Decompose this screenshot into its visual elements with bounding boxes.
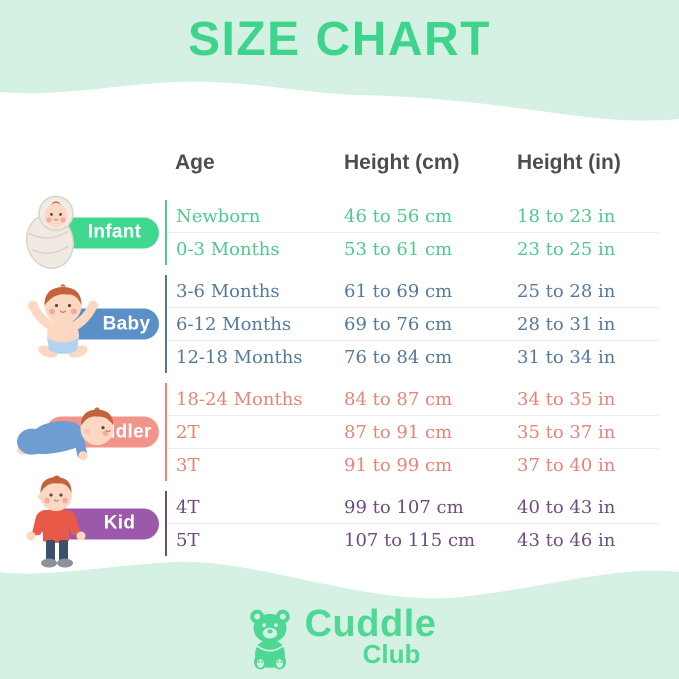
age-cell: 6-12 Months xyxy=(176,313,292,335)
height-in-cell: 40 to 43 in xyxy=(517,496,616,518)
group-toddler-label-area: Toddler xyxy=(0,383,165,481)
height-cm-cell: 91 to 99 cm xyxy=(344,454,453,476)
brand-name-main: Cuddle xyxy=(304,603,437,645)
height-cm-cell: 107 to 115 cm xyxy=(344,529,476,551)
table-row: 6-12 Months 69 to 76 cm 28 to 31 in xyxy=(167,307,659,340)
brand-logo: Cuddle Club xyxy=(0,605,679,671)
standing-kid-icon xyxy=(26,475,86,568)
table-row: 5T 107 to 115 cm 43 to 46 in xyxy=(167,523,659,556)
height-in-cell: 25 to 28 in xyxy=(517,280,616,302)
group-label-infant: Infant xyxy=(87,221,142,243)
group-kid-label-area: Kid xyxy=(0,475,165,568)
toddler-rows: 18-24 Months 84 to 87 cm 34 to 35 in 2T … xyxy=(165,383,659,481)
height-cm-cell: 84 to 87 cm xyxy=(344,388,453,410)
bottom-wave-decoration xyxy=(0,561,679,679)
column-header-height-cm: Height (cm) xyxy=(344,151,460,174)
brand-name: Cuddle Club xyxy=(305,605,437,667)
age-cell: 12-18 Months xyxy=(176,346,303,368)
size-group-toddler: Toddler xyxy=(0,383,679,481)
sitting-baby-icon xyxy=(28,284,98,358)
height-in-cell: 31 to 34 in xyxy=(517,346,616,368)
age-cell: 3-6 Months xyxy=(176,280,280,302)
age-cell: Newborn xyxy=(176,205,261,227)
height-in-cell: 34 to 35 in xyxy=(517,388,616,410)
age-cell: 5T xyxy=(176,529,200,551)
baby-rows: 3-6 Months 61 to 69 cm 25 to 28 in 6-12 … xyxy=(165,275,659,373)
crawling-toddler-icon xyxy=(17,407,114,461)
table-body: Infant xyxy=(0,195,679,568)
height-cm-cell: 46 to 56 cm xyxy=(344,205,453,227)
table-row: 18-24 Months 84 to 87 cm 34 to 35 in xyxy=(167,383,659,415)
table-row: 2T 87 to 91 cm 35 to 37 in xyxy=(167,415,659,448)
height-in-cell: 43 to 46 in xyxy=(517,529,616,551)
group-infant-label-area: Infant xyxy=(0,195,165,269)
height-in-cell: 18 to 23 in xyxy=(517,205,616,227)
height-in-cell: 23 to 25 in xyxy=(517,238,616,260)
age-cell: 4T xyxy=(176,496,200,518)
height-cm-cell: 99 to 107 cm xyxy=(344,496,464,518)
height-cm-cell: 76 to 84 cm xyxy=(344,346,453,368)
table-row: 3T 91 to 99 cm 37 to 40 in xyxy=(167,448,659,481)
height-cm-cell: 61 to 69 cm xyxy=(344,280,453,302)
size-group-kid: Kid xyxy=(0,475,679,568)
brand-name-sub: Club xyxy=(362,639,421,669)
height-in-cell: 37 to 40 in xyxy=(517,454,616,476)
kid-rows: 4T 99 to 107 cm 40 to 43 in 5T 107 to 11… xyxy=(165,491,659,556)
table-row: 0-3 Months 53 to 61 cm 23 to 25 in xyxy=(167,232,659,265)
height-in-cell: 35 to 37 in xyxy=(517,421,616,443)
group-label-kid: Kid xyxy=(103,512,136,534)
table-header-row: Age Height (cm) Height (in) xyxy=(175,150,679,176)
table-row: 12-18 Months 76 to 84 cm 31 to 34 in xyxy=(167,340,659,373)
top-wave-decoration xyxy=(0,0,679,121)
column-header-height-in: Height (in) xyxy=(517,151,621,174)
age-cell: 3T xyxy=(176,454,200,476)
age-cell: 2T xyxy=(176,421,200,443)
column-header-age: Age xyxy=(175,151,215,174)
table-row: 3-6 Months 61 to 69 cm 25 to 28 in xyxy=(167,275,659,307)
page-title: SIZE CHART xyxy=(188,13,491,66)
age-cell: 18-24 Months xyxy=(176,388,303,410)
teddy-bear-icon xyxy=(249,609,290,670)
height-cm-cell: 87 to 91 cm xyxy=(344,421,453,443)
height-in-cell: 28 to 31 in xyxy=(517,313,616,335)
height-cm-cell: 69 to 76 cm xyxy=(344,313,453,335)
swaddled-infant-icon xyxy=(25,195,75,269)
size-group-baby: Baby xyxy=(0,275,679,373)
size-group-infant: Infant xyxy=(0,195,679,269)
table-row: 4T 99 to 107 cm 40 to 43 in xyxy=(167,491,659,523)
group-label-baby: Baby xyxy=(102,313,151,334)
infant-rows: Newborn 46 to 56 cm 18 to 23 in 0-3 Mont… xyxy=(165,200,659,265)
group-baby-label-area: Baby xyxy=(0,275,165,373)
age-cell: 0-3 Months xyxy=(176,238,280,260)
height-cm-cell: 53 to 61 cm xyxy=(344,238,453,260)
table-row: Newborn 46 to 56 cm 18 to 23 in xyxy=(167,200,659,232)
size-table: Age Height (cm) Height (in) Infant xyxy=(0,150,679,568)
